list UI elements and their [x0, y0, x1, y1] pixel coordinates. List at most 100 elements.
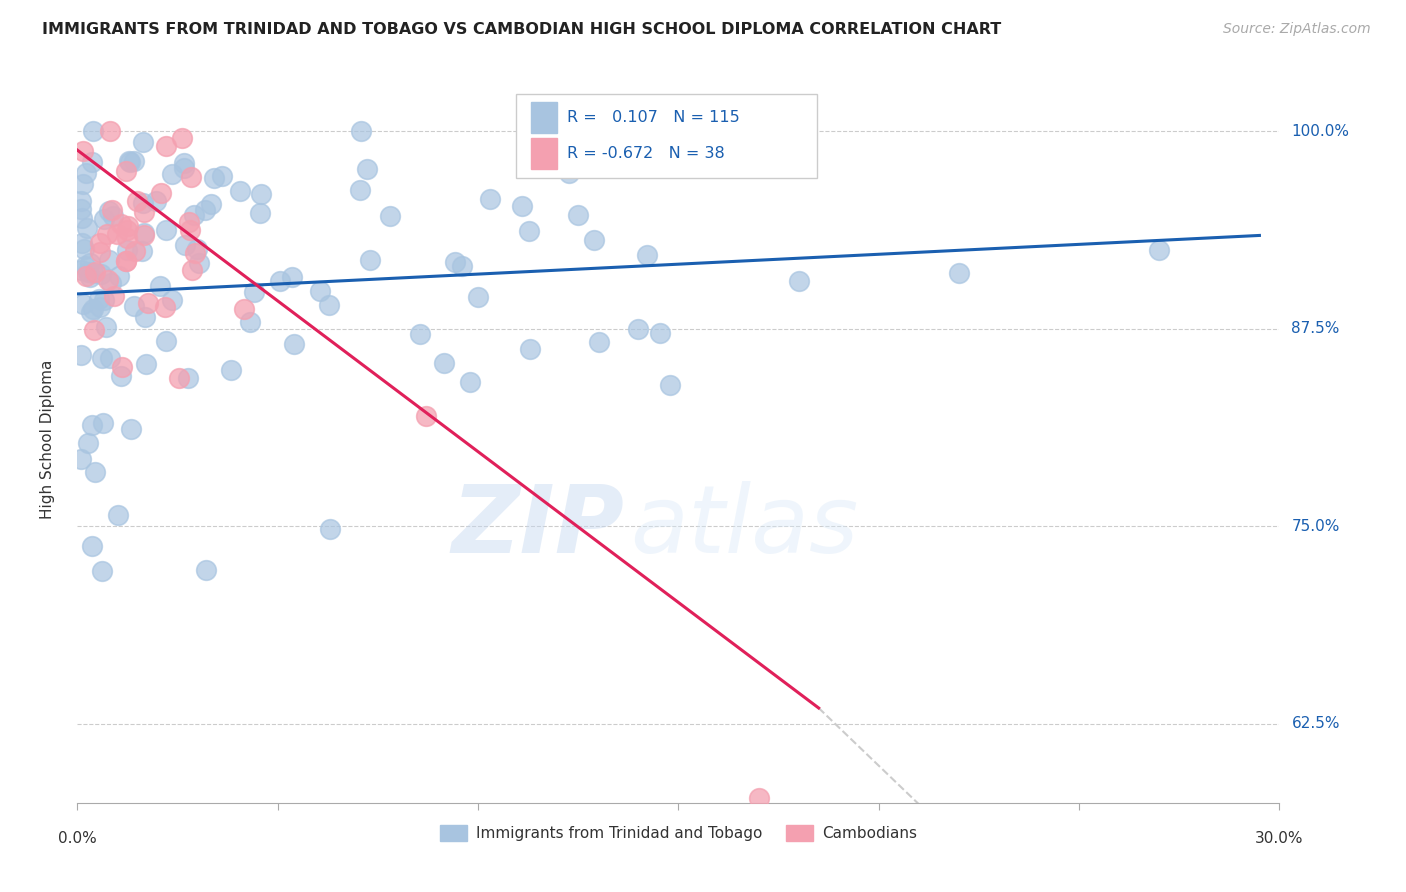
Point	[636, 248, 658, 262]
Point	[172, 131, 194, 145]
Point	[219, 362, 242, 376]
Point	[180, 170, 202, 185]
Point	[787, 274, 810, 288]
Point	[91, 351, 114, 365]
Point	[108, 269, 131, 284]
Point	[177, 370, 200, 384]
Point	[359, 252, 381, 267]
Point	[72, 297, 94, 311]
Point	[103, 288, 125, 302]
Point	[80, 305, 103, 319]
Point	[110, 217, 132, 231]
Point	[98, 203, 121, 218]
Point	[70, 194, 93, 209]
Point	[98, 351, 121, 365]
Point	[319, 522, 342, 536]
Point	[432, 356, 454, 370]
Point	[517, 224, 540, 238]
Point	[77, 265, 100, 279]
Point	[82, 124, 104, 138]
Point	[155, 334, 177, 348]
Point	[1149, 243, 1171, 257]
Point	[73, 259, 96, 273]
Text: 30.0%: 30.0%	[1256, 831, 1303, 847]
Point	[239, 315, 262, 329]
Point	[79, 269, 101, 284]
Point	[132, 195, 155, 210]
Point	[250, 187, 273, 202]
Point	[80, 539, 103, 553]
Point	[173, 156, 195, 170]
Point	[211, 169, 233, 184]
Text: atlas: atlas	[630, 481, 859, 572]
FancyBboxPatch shape	[530, 102, 557, 133]
Point	[76, 221, 98, 235]
Point	[510, 199, 533, 213]
Point	[269, 274, 291, 288]
Legend: Immigrants from Trinidad and Tobago, Cambodians: Immigrants from Trinidad and Tobago, Cam…	[433, 819, 924, 847]
Point	[97, 273, 120, 287]
Point	[93, 293, 115, 308]
Point	[167, 371, 190, 385]
Point	[89, 236, 111, 251]
Point	[131, 244, 153, 258]
Point	[415, 409, 437, 423]
Point	[75, 166, 97, 180]
Text: 87.5%: 87.5%	[1292, 321, 1340, 336]
Point	[136, 296, 159, 310]
Point	[350, 124, 373, 138]
Point	[184, 246, 207, 260]
Point	[627, 321, 650, 335]
Point	[70, 202, 93, 216]
Point	[124, 153, 146, 168]
FancyBboxPatch shape	[530, 138, 557, 169]
Point	[748, 791, 770, 805]
Point	[318, 298, 340, 312]
Point	[110, 368, 132, 383]
Point	[73, 242, 96, 256]
Text: 75.0%: 75.0%	[1292, 519, 1340, 533]
Point	[179, 223, 201, 237]
Point	[194, 203, 217, 218]
Point	[122, 299, 145, 313]
Point	[70, 348, 93, 362]
Point	[200, 197, 222, 211]
Point	[115, 254, 138, 268]
Text: 0.0%: 0.0%	[58, 831, 97, 847]
Point	[356, 161, 378, 176]
Text: 62.5%: 62.5%	[1292, 716, 1340, 731]
Point	[162, 293, 184, 307]
Point	[155, 139, 177, 153]
Point	[93, 416, 115, 430]
Point	[98, 252, 121, 267]
Point	[519, 342, 541, 356]
Point	[75, 268, 97, 283]
Point	[98, 124, 121, 138]
Text: ZIP: ZIP	[451, 481, 624, 573]
Point	[558, 166, 581, 180]
Point	[179, 215, 201, 229]
Point	[588, 334, 610, 349]
Point	[283, 337, 305, 351]
Point	[83, 465, 105, 479]
Point	[181, 262, 204, 277]
Point	[135, 357, 157, 371]
Point	[659, 377, 682, 392]
Point	[134, 310, 156, 325]
Point	[183, 207, 205, 221]
Point	[149, 279, 172, 293]
Point	[378, 210, 401, 224]
Point	[91, 564, 114, 578]
Point	[648, 326, 671, 340]
Point	[72, 177, 94, 191]
Point	[349, 184, 371, 198]
Point	[242, 285, 264, 300]
Point	[229, 184, 252, 198]
Text: Source: ZipAtlas.com: Source: ZipAtlas.com	[1223, 22, 1371, 37]
Point	[89, 301, 111, 315]
Point	[132, 227, 155, 241]
Text: R =   0.107   N = 115: R = 0.107 N = 115	[567, 110, 740, 125]
Point	[70, 211, 93, 225]
Point	[96, 227, 118, 241]
Point	[77, 435, 100, 450]
